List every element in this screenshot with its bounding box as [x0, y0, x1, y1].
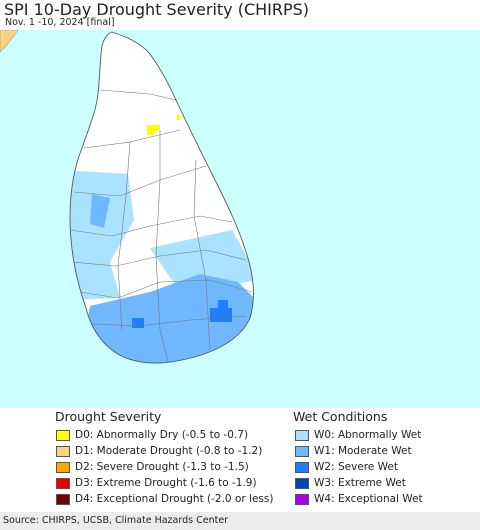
swatch	[56, 445, 70, 457]
severe-wet-southeast	[210, 308, 232, 322]
island-outline	[69, 31, 254, 364]
wet-legend-heading: Wet Conditions	[293, 409, 388, 424]
swatch	[56, 477, 70, 489]
map-panel	[0, 30, 480, 408]
legend-label: D1: Moderate Drought (-0.8 to -1.2)	[75, 445, 263, 457]
sri-lanka-map	[0, 30, 480, 408]
legend-item-w3: W3: Extreme Wet	[295, 475, 423, 491]
swatch	[295, 477, 309, 489]
legend-item-d4: D4: Exceptional Drought (-2.0 or less)	[56, 491, 273, 507]
district-boundaries	[70, 89, 253, 363]
legend-label: W1: Moderate Wet	[314, 445, 412, 457]
severe-wet-southeast-2	[218, 300, 228, 308]
swatch	[295, 445, 309, 457]
source-footer: Source: CHIRPS, UCSB, Climate Hazards Ce…	[0, 512, 480, 530]
abnormally-dry-patch-2	[177, 114, 180, 120]
legend-item-d3: D3: Extreme Drought (-1.6 to -1.9)	[56, 475, 273, 491]
india-coast	[0, 30, 19, 53]
swatch	[56, 429, 70, 441]
legend-item-w1: W1: Moderate Wet	[295, 443, 423, 459]
swatch	[295, 461, 309, 473]
legend-label: W4: Exceptional Wet	[314, 493, 423, 505]
legend-label: D2: Severe Drought (-1.3 to -1.5)	[75, 461, 249, 473]
swatch	[295, 429, 309, 441]
abnormally-wet-center	[150, 230, 254, 292]
legend-item-d0: D0: Abnormally Dry (-0.5 to -0.7)	[56, 427, 273, 443]
moderate-wet-west	[90, 194, 110, 228]
legend-item-w4: W4: Exceptional Wet	[295, 491, 423, 507]
legend-item-w2: W2: Severe Wet	[295, 459, 423, 475]
legend-item-w0: W0: Abnormally Wet	[295, 427, 423, 443]
abnormally-dry-patch	[147, 125, 160, 135]
swatch	[295, 493, 309, 505]
swatch	[56, 461, 70, 473]
legend-label: D4: Exceptional Drought (-2.0 or less)	[75, 493, 274, 505]
page-title: SPI 10-Day Drought Severity (CHIRPS)	[4, 0, 310, 19]
legend-label: D3: Extreme Drought (-1.6 to -1.9)	[75, 477, 257, 489]
drought-legend-heading: Drought Severity	[55, 409, 162, 424]
legend-label: W3: Extreme Wet	[314, 477, 406, 489]
legend-label: W0: Abnormally Wet	[314, 429, 422, 441]
swatch	[56, 493, 70, 505]
drought-legend: D0: Abnormally Dry (-0.5 to -0.7) D1: Mo…	[56, 427, 273, 507]
date-range-subtitle: Nov. 1 -10, 2024 [final]	[5, 17, 115, 28]
legend-label: W2: Severe Wet	[314, 461, 398, 473]
legend-label: D0: Abnormally Dry (-0.5 to -0.7)	[75, 429, 249, 441]
legend-item-d2: D2: Severe Drought (-1.3 to -1.5)	[56, 459, 273, 475]
moderate-wet-south	[86, 274, 254, 364]
legend-item-d1: D1: Moderate Drought (-0.8 to -1.2)	[56, 443, 273, 459]
wet-legend: W0: Abnormally Wet W1: Moderate Wet W2: …	[295, 427, 423, 507]
severe-wet-southwest	[132, 318, 144, 328]
abnormally-wet-west	[70, 170, 134, 300]
